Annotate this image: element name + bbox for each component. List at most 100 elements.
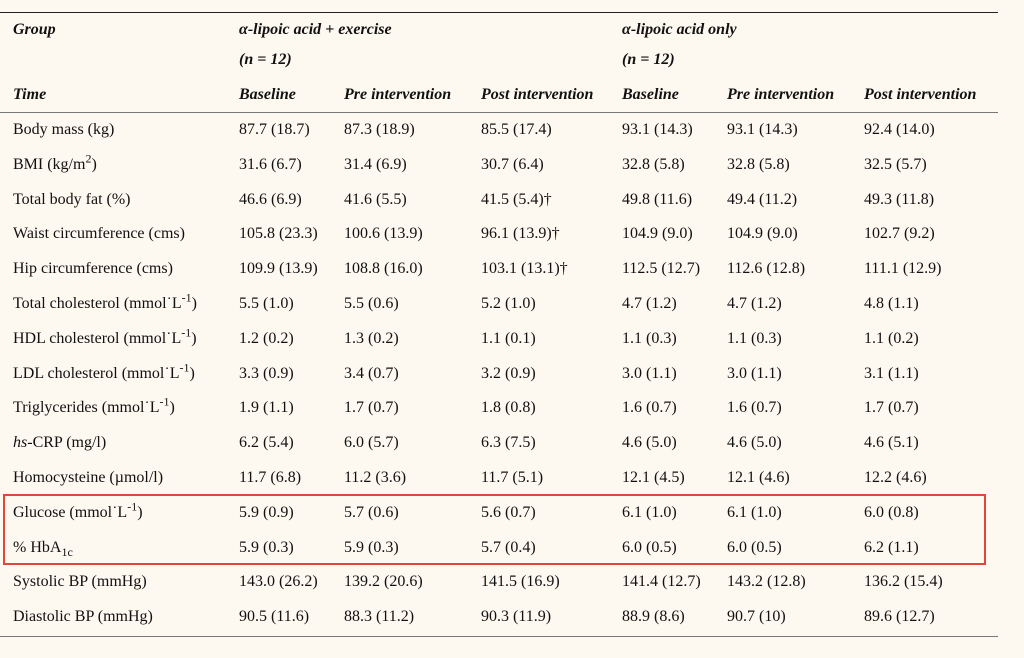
row-label-suffix: ) <box>191 330 197 347</box>
table-cell: 1.6 (0.7) <box>727 399 782 416</box>
row-label: Glucose (mmol˙L-1) <box>13 499 143 523</box>
table-cell: 5.2 (1.0) <box>481 295 536 312</box>
table-cell: 1.9 (1.1) <box>239 399 294 416</box>
row-label: LDL cholesterol (mmol˙L-1) <box>13 362 195 384</box>
row-label: Waist circumference (cms) <box>13 224 185 244</box>
row-label-text: -CRP (mg/l) <box>27 434 107 451</box>
table-cell: 108.8 (16.0) <box>344 260 423 277</box>
row-label-text: Homocysteine (µmol/l) <box>13 469 164 486</box>
table-cell: 6.0 (0.5) <box>622 539 677 556</box>
row-label-text: Total body fat (%) <box>13 191 131 208</box>
table-cell: 41.6 (5.5) <box>344 191 407 208</box>
table-cell: 111.1 (12.9) <box>864 260 942 277</box>
row-label-text: Waist circumference (cms) <box>13 225 185 242</box>
table-cell: 4.6 (5.0) <box>622 434 677 451</box>
table-cell: 1.1 (0.3) <box>622 330 677 347</box>
row-label: Triglycerides (mmol˙L-1) <box>13 396 175 418</box>
group-header: Group <box>13 21 56 38</box>
table-cell: 3.4 (0.7) <box>344 365 399 382</box>
table-cell: 5.5 (0.6) <box>344 295 399 312</box>
table-cell: 12.2 (4.6) <box>864 469 927 486</box>
group1-n: (n = 12) <box>239 51 292 68</box>
table-cell: 5.9 (0.3) <box>239 539 294 556</box>
table-cell: 141.5 (16.9) <box>481 573 560 590</box>
row-label-text: Glucose (mmol˙L <box>13 504 128 521</box>
table-cell: 87.7 (18.7) <box>239 121 310 138</box>
table-cell: 6.0 (5.7) <box>344 434 399 451</box>
table-cell: 11.7 (6.8) <box>239 469 302 486</box>
table-cell: 1.1 (0.1) <box>481 330 536 347</box>
column-header: Baseline <box>239 86 296 103</box>
table-cell: 11.7 (5.1) <box>481 469 544 486</box>
table-cell: 4.7 (1.2) <box>727 295 782 312</box>
table-cell: 46.6 (6.9) <box>239 191 302 208</box>
row-label-text: Body mass (kg) <box>13 121 115 138</box>
column-header: Pre intervention <box>727 86 835 103</box>
table-cell: 4.7 (1.2) <box>622 295 677 312</box>
row-label: Diastolic BP (mmHg) <box>13 607 153 627</box>
row-label: Hip circumference (cms) <box>13 259 173 279</box>
table-cell: 49.8 (11.6) <box>622 191 693 208</box>
table-cell: 93.1 (14.3) <box>622 121 693 138</box>
row-label-text: Hip circumference (cms) <box>13 260 173 277</box>
table-cell: 104.9 (9.0) <box>622 225 693 242</box>
table-cell: 85.5 (17.4) <box>481 121 552 138</box>
row-label-superscript: -1 <box>181 325 192 340</box>
group1-name: α-lipoic acid + exercise <box>239 21 392 38</box>
table-cell: 3.1 (1.1) <box>864 365 919 382</box>
table-cell: 89.6 (12.7) <box>864 608 935 625</box>
table-top-rule <box>0 12 998 13</box>
row-label-suffix: ) <box>191 295 197 312</box>
table-cell: 100.6 (13.9) <box>344 225 423 242</box>
table-cell: 104.9 (9.0) <box>727 225 798 242</box>
row-label: hs-CRP (mg/l) <box>13 433 106 453</box>
table-cell: 96.1 (13.9)† <box>481 225 560 242</box>
table-cell: 6.2 (5.4) <box>239 434 294 451</box>
table-cell: 1.7 (0.7) <box>864 399 919 416</box>
table-cell: 92.4 (14.0) <box>864 121 935 138</box>
table-cell: 6.1 (1.0) <box>727 504 782 521</box>
table-cell: 5.7 (0.4) <box>481 539 536 556</box>
row-label: Homocysteine (µmol/l) <box>13 468 163 488</box>
row-label: Total cholesterol (mmol˙L-1) <box>13 290 197 314</box>
table-cell: 5.7 (0.6) <box>344 504 399 521</box>
table-cell: 4.6 (5.0) <box>727 434 782 451</box>
table-cell: 1.6 (0.7) <box>622 399 677 416</box>
row-label-text: Triglycerides (mmol˙L <box>13 399 160 416</box>
row-label-italic: hs <box>13 434 28 451</box>
column-header: Post intervention <box>481 86 594 103</box>
table-cell: 90.7 (10) <box>727 608 786 625</box>
table-cell: 143.2 (12.8) <box>727 573 806 590</box>
highlight-box <box>3 494 986 565</box>
table-cell: 112.6 (12.8) <box>727 260 806 277</box>
table-cell: 6.0 (0.8) <box>864 504 919 521</box>
row-label-text: HDL cholesterol (mmol˙L <box>13 330 182 347</box>
row-label: % HbA1c <box>13 538 73 558</box>
table-cell: 6.1 (1.0) <box>622 504 677 521</box>
table-cell: 139.2 (20.6) <box>344 573 423 590</box>
table-cell: 30.7 (6.4) <box>481 156 544 173</box>
row-label: Systolic BP (mmHg) <box>13 572 147 592</box>
table-cell: 5.6 (0.7) <box>481 504 536 521</box>
row-label-superscript: -1 <box>127 499 138 514</box>
table-cell: 32.8 (5.8) <box>727 156 790 173</box>
time-header: Time <box>13 86 47 103</box>
table-cell: 1.1 (0.2) <box>864 330 919 347</box>
table-cell: 102.7 (9.2) <box>864 225 935 242</box>
row-label-suffix: ) <box>137 504 143 521</box>
table-cell: 141.4 (12.7) <box>622 573 701 590</box>
column-header: Pre intervention <box>344 86 452 103</box>
table-cell: 88.9 (8.6) <box>622 608 685 625</box>
row-label: Body mass (kg) <box>13 120 114 140</box>
table-cell: 41.5 (5.4)† <box>481 191 552 208</box>
table-cell: 5.9 (0.9) <box>239 504 294 521</box>
row-label-subscript: 1c <box>61 545 73 560</box>
row-label: BMI (kg/m2) <box>13 153 97 175</box>
table-cell: 112.5 (12.7) <box>622 260 701 277</box>
table-bottom-rule <box>0 636 998 637</box>
row-label-superscript: -1 <box>181 290 192 305</box>
table-cell: 6.3 (7.5) <box>481 434 536 451</box>
table-cell: 103.1 (13.1)† <box>481 260 568 277</box>
table-cell: 6.0 (0.5) <box>727 539 782 556</box>
column-header: Baseline <box>622 86 679 103</box>
